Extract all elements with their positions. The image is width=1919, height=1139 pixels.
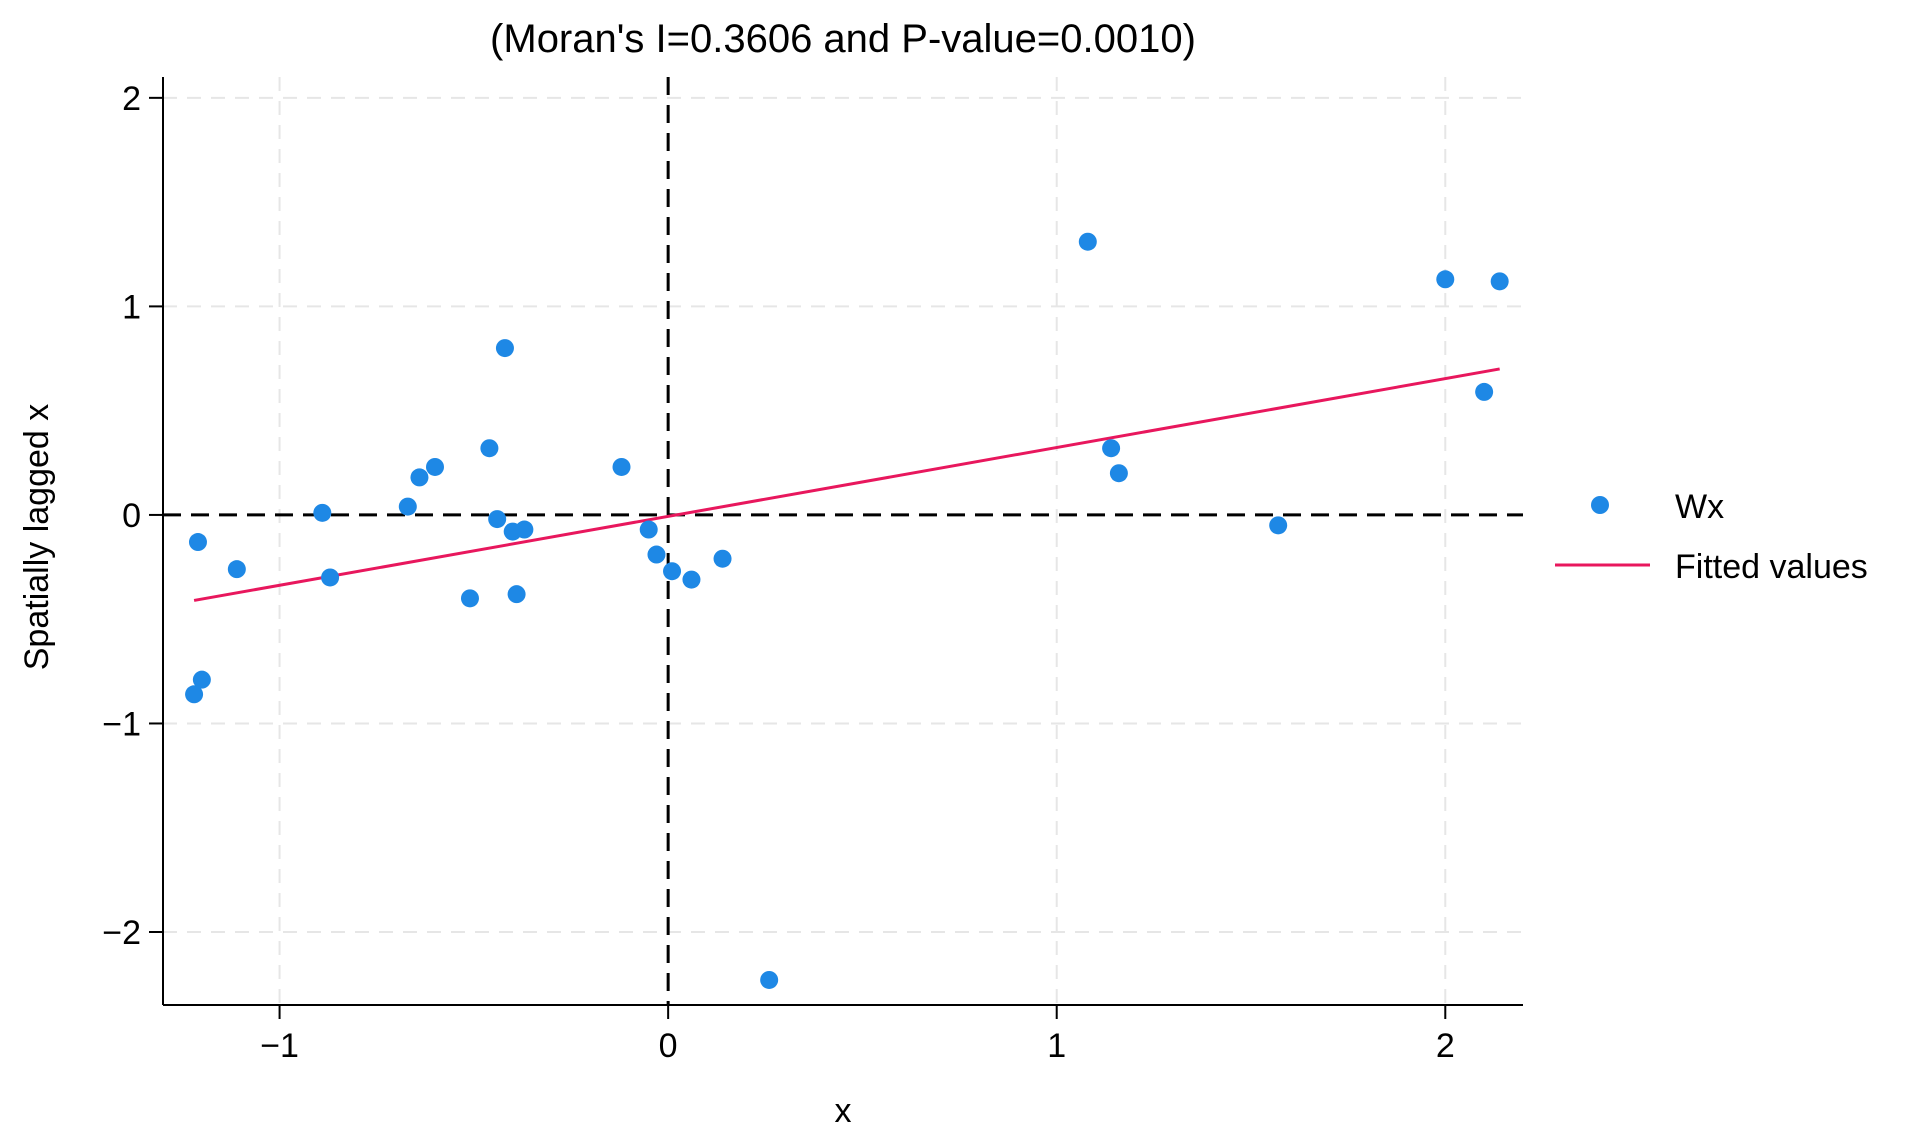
x-axis-label: x: [835, 1092, 852, 1130]
data-point: [1078, 232, 1097, 251]
data-point: [192, 670, 211, 689]
data-point: [488, 510, 507, 529]
scatter-points: [185, 232, 1509, 989]
data-point: [321, 568, 340, 587]
data-point: [647, 545, 666, 564]
data-point: [515, 520, 534, 539]
data-point: [713, 549, 732, 568]
fitted-values-line: [193, 367, 1500, 602]
y-tick-label: −1: [102, 705, 141, 743]
data-point: [227, 560, 246, 579]
x-tick-label: −1: [260, 1027, 299, 1065]
y-axis-ticks: −2 −1 0 1 2: [102, 80, 163, 952]
legend-label-wx: Wx: [1675, 488, 1724, 526]
data-point: [313, 503, 332, 522]
data-point: [612, 457, 631, 476]
data-point: [480, 439, 499, 458]
chart-title: (Moran's I=0.3606 and P-value=0.0010): [490, 17, 1196, 61]
x-tick-label: 1: [1047, 1027, 1066, 1065]
data-point: [1475, 382, 1494, 401]
y-axis-label: Spatially lagged x: [18, 404, 56, 671]
legend-marker-wx: [1591, 496, 1609, 514]
data-point: [188, 533, 207, 552]
grid-lines: [163, 77, 1523, 1005]
data-point: [495, 339, 514, 358]
x-tick-label: 2: [1436, 1027, 1455, 1065]
reference-lines: [163, 77, 1523, 1005]
data-point: [1436, 270, 1455, 289]
data-point: [410, 468, 429, 487]
data-point: [426, 457, 444, 476]
data-point: [185, 685, 204, 704]
data-point: [1102, 439, 1121, 458]
x-tick-label: 0: [659, 1027, 678, 1065]
data-point: [682, 570, 701, 589]
data-point: [460, 589, 479, 608]
data-point: [398, 497, 417, 516]
data-point: [663, 562, 682, 581]
data-point: [1269, 516, 1288, 535]
data-point: [760, 970, 779, 989]
x-axis-ticks: −1 0 1 2: [260, 1005, 1455, 1065]
legend: Wx Fitted values: [1555, 488, 1868, 586]
fitted-line-group: [193, 367, 1500, 602]
y-tick-label: 1: [122, 288, 141, 326]
y-tick-label: 2: [122, 80, 141, 118]
legend-label-fitted: Fitted values: [1675, 548, 1868, 586]
data-point: [507, 585, 526, 604]
y-tick-label: −2: [102, 914, 141, 952]
data-point: [1109, 464, 1128, 483]
data-point: [1490, 272, 1509, 291]
y-tick-label: 0: [122, 497, 141, 535]
data-point: [639, 520, 658, 539]
